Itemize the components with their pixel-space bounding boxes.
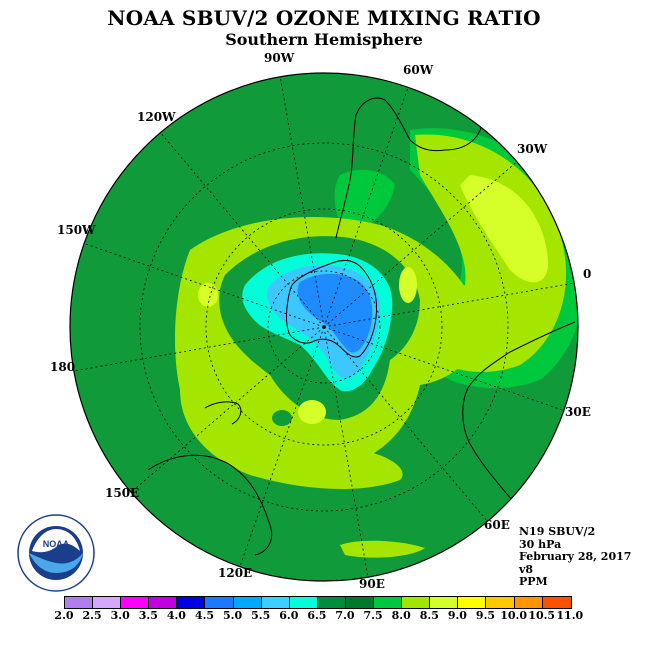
colorbar-tick-label: 6.5 xyxy=(307,609,327,622)
date-label: February 28, 2017 xyxy=(519,550,632,563)
colorbar-swatch xyxy=(374,597,403,608)
map-subtitle: Southern Hemisphere xyxy=(225,30,423,49)
info-block: N19 SBUV/2 30 hPa February 28, 2017 v8 P… xyxy=(519,525,632,589)
lon-label-90w: 90W xyxy=(264,51,295,65)
colorbar-swatch xyxy=(233,597,262,608)
lon-label-180: 180 xyxy=(50,360,76,374)
colorbar-tick-label: 4.0 xyxy=(166,609,186,622)
colorbar-tick-label: 7.0 xyxy=(335,609,355,622)
field-8.0-east xyxy=(460,175,549,283)
new-zealand-coast xyxy=(204,401,242,425)
colorbar-swatch xyxy=(345,597,375,608)
colorbar-swatch xyxy=(402,597,431,608)
patch-bottom xyxy=(340,540,425,558)
colorbar-swatch xyxy=(149,597,178,608)
patch-west xyxy=(198,283,218,307)
patch-south xyxy=(298,400,326,424)
lon-label-120w: 120W xyxy=(137,110,176,124)
south-america-coast xyxy=(335,97,483,239)
colorbar-swatch xyxy=(205,597,234,608)
version-label: v8 xyxy=(519,562,534,576)
colorbar-swatch xyxy=(65,597,94,608)
lon-label-120e: 120E xyxy=(218,566,253,580)
colorbar-tick-label: 5.0 xyxy=(223,609,243,622)
field-7.0-north xyxy=(334,169,395,235)
colorbar-tick-label: 3.5 xyxy=(138,609,158,622)
australia-coast xyxy=(147,454,273,556)
colorbar-tick-label: 5.5 xyxy=(251,609,271,622)
colorbar-swatch xyxy=(177,597,206,608)
instrument-label: N19 SBUV/2 xyxy=(519,525,596,538)
colorbar-swatch xyxy=(542,597,571,608)
colorbar-tick-label: 9.5 xyxy=(475,609,496,622)
colorbar-tick-label: 8.5 xyxy=(419,609,439,622)
colorbar-swatch xyxy=(317,597,346,608)
colorbar-tick-label: 10.0 xyxy=(500,609,527,622)
lon-label-150e: 150E xyxy=(105,486,140,500)
lon-label-0: 0 xyxy=(583,267,592,281)
units-label: PPM xyxy=(519,575,548,588)
map-border xyxy=(69,72,579,582)
colorbar-tick-label: 8.0 xyxy=(391,609,411,622)
colorbar-tick-label: 2.5 xyxy=(82,609,102,622)
colorbar-tick-label: 6.0 xyxy=(279,609,299,622)
colorbar-swatch xyxy=(261,597,290,608)
patch-south-dark xyxy=(272,410,292,426)
logo-text: NOAA xyxy=(43,539,70,549)
colorbar-swatch xyxy=(430,597,459,608)
noaa-logo: NOAA xyxy=(17,514,95,592)
colorbar-swatch xyxy=(458,597,487,608)
colorbar-tick-label: 4.5 xyxy=(194,609,215,622)
field-7.5-south xyxy=(180,379,403,490)
colorbar-tick-label: 2.0 xyxy=(54,609,74,622)
colorbar-tick-label: 9.0 xyxy=(447,609,467,622)
meridians xyxy=(70,73,578,581)
colorbar-swatch xyxy=(289,597,318,608)
africa-coast xyxy=(462,321,576,501)
colorbar-swatch xyxy=(514,597,543,608)
colorbar xyxy=(64,596,572,609)
lon-label-90e: 90E xyxy=(359,577,385,591)
lon-label-30e: 30E xyxy=(565,405,591,419)
patch-east xyxy=(399,267,417,303)
level-label: 30 hPa xyxy=(519,537,562,551)
lon-label-60e: 60E xyxy=(484,518,510,532)
colorbar-tick-label: 3.0 xyxy=(110,609,130,622)
lon-label-150w: 150W xyxy=(57,223,96,237)
antarctica-coast xyxy=(285,259,378,358)
colorbar-tick-label: 11.0 xyxy=(556,609,584,622)
colorbar-swatch xyxy=(121,597,150,608)
latitude-circles xyxy=(139,142,509,512)
lon-label-60w: 60W xyxy=(403,63,434,77)
colorbar-tick-label: 10.5 xyxy=(528,609,556,622)
colorbar-swatch xyxy=(93,597,122,608)
colorbar-swatch xyxy=(486,597,515,608)
colorbar-tick-label: 7.5 xyxy=(363,609,383,622)
lon-label-30w: 30W xyxy=(517,142,548,156)
field-4.5 xyxy=(297,273,373,353)
map-title: NOAA SBUV/2 OZONE MIXING RATIO xyxy=(107,6,541,30)
